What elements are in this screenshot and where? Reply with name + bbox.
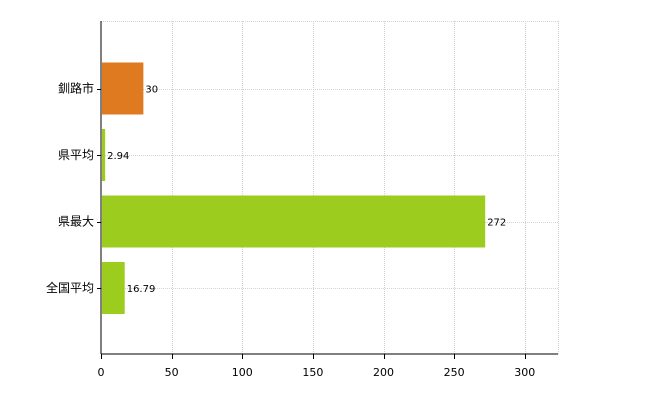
bar-2 [102,195,486,248]
category-label-3: 全国平均 [46,280,94,295]
grid [101,21,559,354]
category-label-2: 県最大 [58,215,94,229]
x-tick-label-1: 50 [165,366,179,379]
data-label-0: 30 [145,85,158,96]
x-tick-label-3: 150 [302,366,323,379]
data-label-3: 16.79 [127,284,156,295]
category-label-0: 釧路市 [58,81,94,96]
axes [97,21,558,359]
x-tick-label-0: 0 [98,366,105,379]
bars [102,62,486,314]
bar-0 [102,62,144,115]
bar-1 [102,129,106,181]
bar-3 [102,262,125,314]
category-label-1: 県平均 [58,148,94,162]
data-label-1: 2.94 [107,151,129,162]
x-tick-label-4: 200 [373,366,394,379]
labels: 釧路市 30 県平均 2.94 県最大 272 全国平均 16.79 0 50 100 150 200 2… [46,81,535,380]
data-label-2: 272 [487,218,506,229]
x-tick-label-6: 300 [514,366,535,379]
x-tick-label-5: 250 [444,366,465,379]
x-tick-label-2: 100 [232,366,253,379]
